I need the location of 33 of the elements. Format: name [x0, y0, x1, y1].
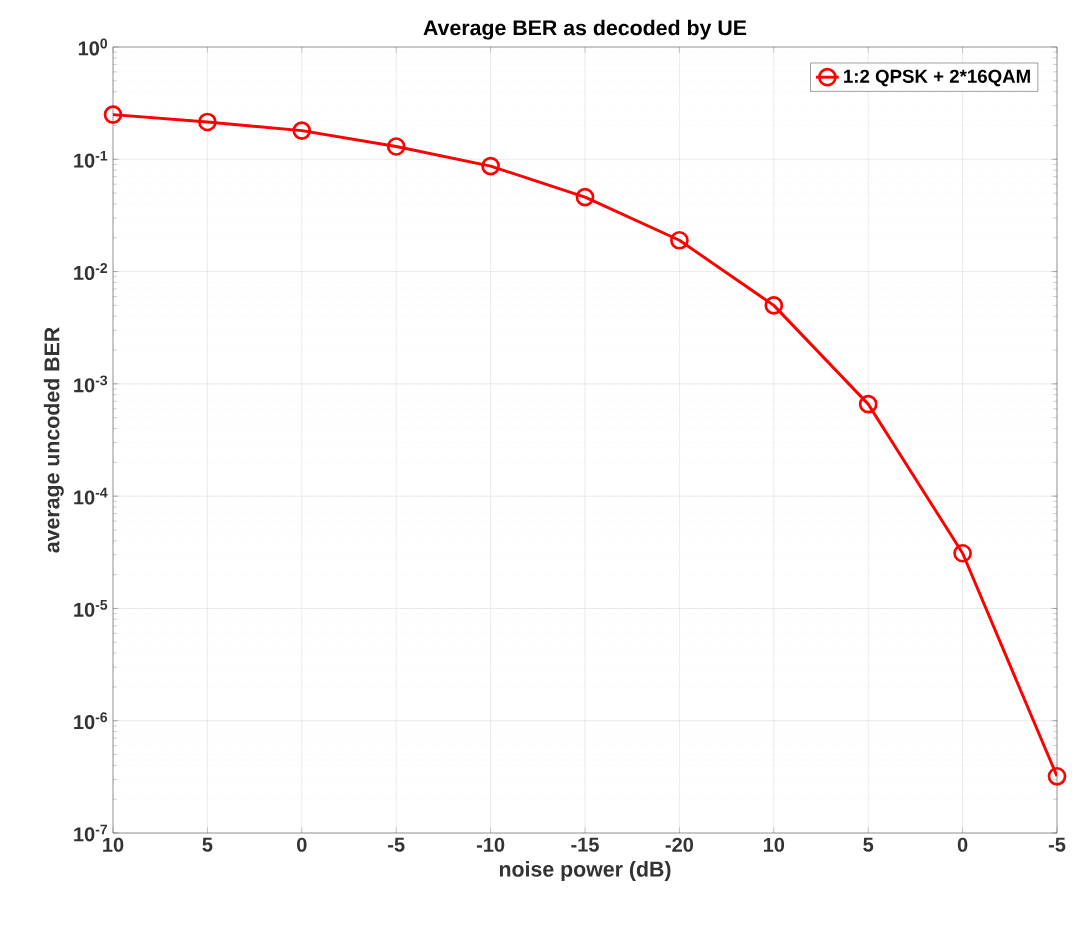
x-tick-label: -20 [665, 837, 694, 852]
point [575, 187, 595, 207]
x-tick-label: -10 [476, 837, 505, 852]
point [670, 230, 689, 250]
legend-label: 1:2 QPSK + 2*16QAM [844, 69, 1030, 87]
x-tick-label: -15 [571, 837, 599, 852]
x-tick-label: -5 [1048, 837, 1066, 852]
point [198, 112, 217, 132]
x-tick-label: 5 [863, 837, 874, 852]
y-tick-label: 10$^{-4}$ [74, 487, 108, 505]
x-axis-title: noise power (dB) [499, 861, 671, 881]
y-tick-label: 10$^{-2}$ [74, 263, 108, 281]
x-tick-label: -5 [388, 837, 405, 852]
chart-title: Average BER as decoded by UE [423, 19, 747, 40]
y-tick-label: 10$^{-3}$ [74, 375, 108, 393]
point [481, 156, 500, 176]
point [103, 105, 123, 124]
y-tick-label: 10$^{-1}$ [74, 150, 108, 168]
y-tick-label: 10$^{-5}$ [74, 600, 108, 617]
point [858, 394, 878, 414]
x-tick-label: 0 [297, 837, 307, 852]
point [764, 296, 784, 315]
y-tick-label: 10$^{0}$ [78, 38, 108, 56]
x-tick-label: 10 [763, 837, 785, 852]
x-tick-label: 5 [202, 837, 213, 852]
y-tick-label: 10$^{-6}$ [74, 712, 108, 730]
point [1047, 766, 1067, 786]
point [386, 137, 406, 156]
point [292, 121, 312, 140]
x-tick-label: 10 [103, 837, 124, 852]
point [953, 543, 972, 563]
y-axis-title: average uncoded BER [43, 327, 64, 553]
x-tick-label: 0 [957, 837, 968, 852]
